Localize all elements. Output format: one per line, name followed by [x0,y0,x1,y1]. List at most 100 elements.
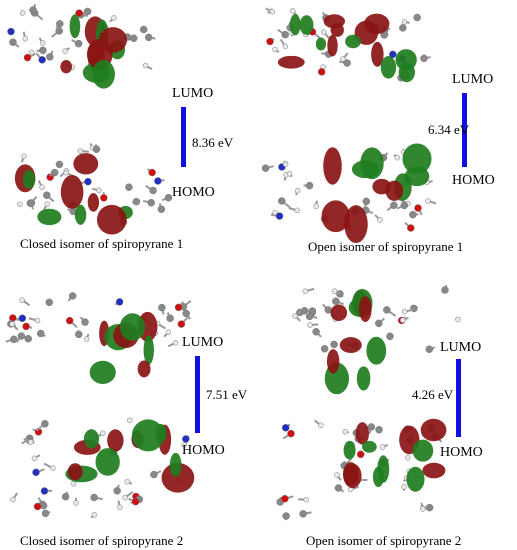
atom [144,33,153,42]
orbital-lobe [95,448,120,476]
atom [44,201,51,207]
molecule-art [5,3,461,521]
atom [379,444,386,450]
orbital-lobe [69,14,81,39]
atom [400,201,409,210]
homo-label: HOMO [182,443,225,458]
caption: Open isomer of spiropyrane 1 [308,239,463,254]
orbital-lobe [422,462,446,479]
atom [75,330,83,339]
atom [294,207,301,214]
orbital-lobe [92,60,115,89]
orbital-lobe [371,41,384,67]
orbital-lobe [60,59,73,74]
atom [7,27,15,36]
orbital-lobe [323,14,345,29]
orbital-lobe [289,13,301,36]
atom [154,177,162,185]
atom [441,286,449,294]
orbital-lobe [89,360,116,384]
atom [282,161,289,168]
atom [164,193,173,202]
orbital-lobe [107,429,124,452]
atom [77,148,84,154]
atom [111,15,117,21]
atom [405,455,411,461]
orbital-lobe [74,204,87,225]
atom [81,318,89,326]
atom [41,509,50,518]
atom [401,19,408,25]
atom [34,317,41,324]
atom [356,450,365,459]
atom [75,9,83,17]
atom [261,164,270,172]
atom [16,201,23,208]
atom [269,8,276,15]
atom [117,504,123,510]
atom [21,153,27,160]
atom [41,420,49,428]
orbital-lobe [143,335,154,365]
atom [182,435,190,443]
atom [166,314,174,323]
atom [39,40,46,46]
orbital-lobe [385,180,404,201]
atom [334,484,343,492]
gap-bar [195,356,200,433]
atom [83,7,92,16]
atom [73,500,79,506]
gap-bar [181,107,186,167]
caption: Closed isomer of spiropyrane 2 [20,533,183,548]
atom [19,297,25,303]
lumo-label: LUMO [172,86,213,101]
atom [65,316,74,325]
orbital-lobe [358,296,372,323]
orbital-lobe [327,34,338,57]
atom [278,197,286,205]
orbital-lobe [406,466,425,492]
atom [313,203,319,210]
atom [99,430,106,436]
orbital-lobe [343,463,362,489]
atom [177,320,186,328]
orbital-lobe [323,147,342,185]
gap-bar [456,359,461,437]
orbital-lobe [404,166,430,187]
atom [182,309,190,318]
atom [33,502,42,511]
atom [318,422,324,428]
atom [367,423,376,431]
atom [390,201,398,210]
atom [394,154,401,161]
atom [292,313,298,319]
atom [343,59,351,67]
atom [282,43,289,50]
atom [23,53,32,62]
atom [334,472,340,478]
atom [125,183,133,191]
lumo-label: LUMO [182,335,223,350]
atom [389,50,397,59]
orbital-lobe [169,452,182,477]
atom [300,307,309,315]
atom [139,25,148,34]
atom [50,465,56,471]
atom [27,199,36,207]
atom [22,322,30,331]
gap-bar [462,93,467,167]
atom [126,417,133,424]
atom [409,210,417,219]
atom [43,191,51,199]
lumo-label: LUMO [452,72,493,87]
orbital-lobe [362,440,377,453]
atom [407,224,415,232]
atom [375,426,383,434]
atom [96,187,102,194]
atom [157,205,166,213]
orbital-lobe [299,15,314,35]
orbital-lobe [412,439,434,462]
caption: Closed isomer of spiropyrane 1 [20,236,183,251]
atom [305,312,314,321]
